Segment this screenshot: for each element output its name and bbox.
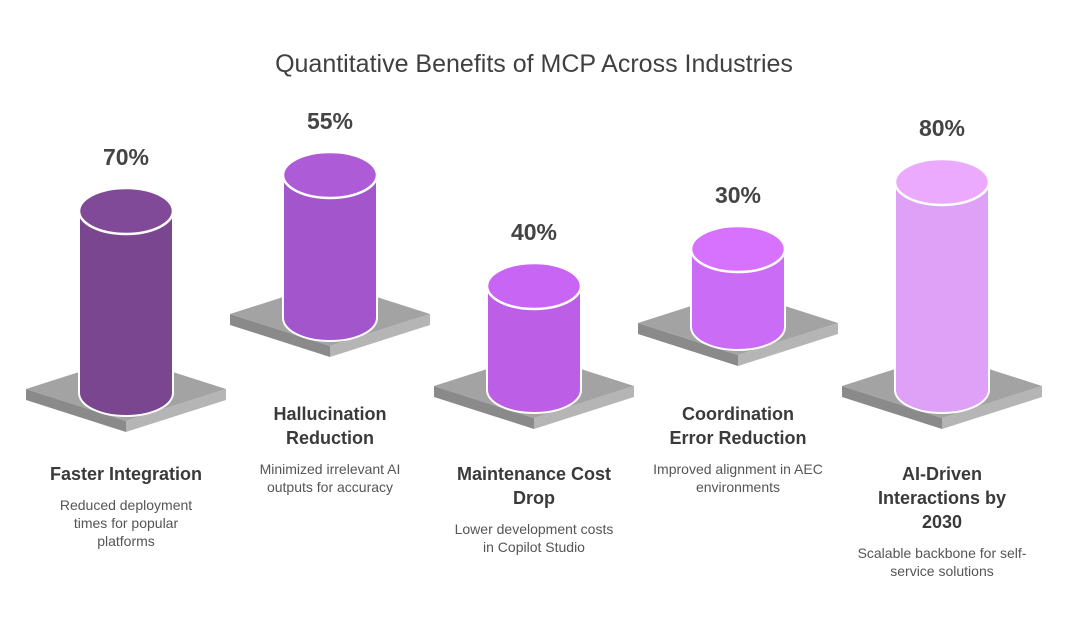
bar-body [486,285,582,414]
bar-top [77,186,175,236]
value-label: 80% [918,115,966,141]
value-label: 55% [306,108,354,134]
bar-top [281,150,379,200]
bar-top [485,261,583,311]
category-title: Hallucination Reduction [273,404,387,448]
chart-title: Quantitative Benefits of MCP Across Indu… [275,50,793,78]
platform-side [434,386,534,429]
bar-cylinder [689,224,787,351]
bar-body [894,181,990,414]
platform-side [534,386,634,429]
platform-side [26,389,126,432]
category-label-block: AI-Driven Interactions by 2030 Scalable b… [842,462,1042,580]
category-title: AI-Driven Interactions by 2030 [877,464,1007,532]
value-label: 70% [102,144,150,170]
category-label-block: Hallucination Reduction Minimized irrelev… [230,402,430,496]
category-description: Improved alignment in AEC environments [653,461,823,495]
platform-side [638,323,738,366]
platform-side [942,386,1042,429]
category-label-block: Faster Integration Reduced deployment tim… [26,462,226,550]
bar-cylinder [281,150,379,342]
category-label-block: Maintenance Cost Drop Lower development c… [434,462,634,556]
category-title: Faster Integration [49,464,203,484]
category-title: Coordination Error Reduction [669,404,807,448]
platform-side [842,386,942,429]
value-label: 30% [714,182,762,208]
bar-body [78,210,174,417]
bar-top [893,157,991,207]
bar-cylinder [77,186,175,417]
category-description: Minimized irrelevant AI outputs for accu… [259,461,401,495]
bar-body [282,174,378,342]
category-description: Reduced deployment times for popular pla… [59,497,193,549]
bar-body [690,248,786,351]
category-title: Maintenance Cost Drop [456,464,612,508]
category-label-block: Coordination Error Reduction Improved ali… [638,402,838,496]
value-label: 40% [510,219,558,245]
category-description: Lower development costs in Copilot Studi… [454,521,614,555]
platform-side [330,314,430,357]
bar-cylinder [485,261,583,414]
platform-side [738,323,838,366]
platform-side [126,389,226,432]
platform-side [230,314,330,357]
bar-top [689,224,787,274]
bar-cylinder [893,157,991,414]
category-description: Scalable backbone for self-service solut… [857,545,1027,579]
